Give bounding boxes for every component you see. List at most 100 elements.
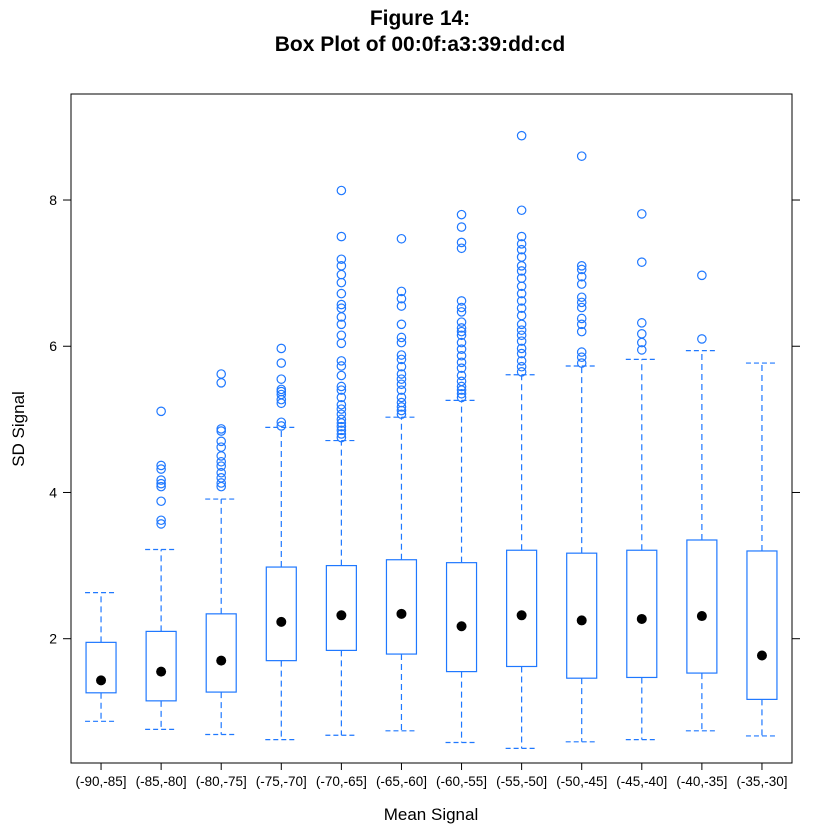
outlier-point bbox=[456, 317, 467, 327]
box-6 bbox=[445, 209, 478, 744]
outlier-point bbox=[516, 325, 527, 335]
outlier-point bbox=[576, 358, 587, 368]
outlier-point bbox=[396, 385, 407, 395]
median-dot bbox=[156, 666, 167, 677]
median-dot bbox=[276, 616, 287, 627]
outlier-point bbox=[216, 451, 227, 461]
iqr-box bbox=[746, 550, 778, 700]
iqr-box bbox=[205, 613, 237, 693]
outlier-point bbox=[456, 222, 467, 232]
outlier-point bbox=[396, 286, 407, 297]
outlier-point bbox=[516, 367, 527, 377]
outlier-point bbox=[396, 350, 407, 360]
outlier-point bbox=[276, 389, 287, 400]
outlier-point bbox=[516, 266, 527, 276]
outlier-point bbox=[456, 302, 467, 313]
outlier-point bbox=[516, 231, 527, 242]
outlier-point bbox=[456, 326, 467, 337]
outlier-point bbox=[156, 475, 166, 485]
outlier-point bbox=[276, 374, 287, 384]
outlier-point bbox=[456, 323, 467, 333]
outlier-point bbox=[456, 357, 467, 368]
outlier-point bbox=[216, 473, 227, 483]
outlier-point bbox=[396, 332, 407, 343]
outlier-point bbox=[516, 205, 527, 216]
outlier-point bbox=[216, 378, 227, 388]
outlier-point bbox=[697, 270, 707, 281]
outlier-point bbox=[516, 336, 527, 346]
outlier-point bbox=[516, 239, 527, 249]
outlier-point bbox=[576, 264, 587, 275]
outlier-point bbox=[336, 299, 347, 310]
outlier-point bbox=[336, 381, 347, 392]
outlier-point bbox=[336, 303, 347, 314]
outlier-point bbox=[396, 301, 407, 311]
outlier-point bbox=[276, 384, 287, 395]
outlier-point bbox=[156, 406, 166, 417]
outlier-point bbox=[276, 421, 287, 431]
box-7 bbox=[505, 130, 538, 749]
outlier-point bbox=[516, 356, 527, 366]
outlier-point bbox=[576, 292, 587, 303]
outlier-point bbox=[516, 296, 527, 306]
outlier-point bbox=[156, 464, 166, 474]
x-tick-label: (-90,-85] bbox=[76, 774, 127, 789]
box-3 bbox=[265, 343, 298, 741]
outlier-point bbox=[336, 425, 347, 436]
outlier-point bbox=[396, 392, 407, 403]
outlier-point bbox=[336, 392, 347, 403]
outlier-point bbox=[276, 343, 287, 354]
outlier-point bbox=[456, 330, 467, 341]
chart-subtitle: Box Plot of 00:0f:a3:39:dd:cd bbox=[274, 33, 566, 56]
y-tick-label: 6 bbox=[49, 338, 57, 354]
y-axis: 2 4 6 8 bbox=[49, 192, 800, 647]
outlier-point bbox=[456, 237, 467, 248]
outlier-point bbox=[456, 370, 467, 381]
outlier-point bbox=[156, 481, 166, 492]
outlier-point bbox=[396, 319, 407, 330]
iqr-box bbox=[265, 566, 297, 662]
outlier-point bbox=[636, 318, 647, 328]
outlier-point bbox=[336, 338, 347, 349]
outlier-point bbox=[276, 417, 287, 428]
median-dot bbox=[576, 615, 587, 626]
outlier-point bbox=[456, 350, 467, 361]
outlier-point bbox=[576, 302, 587, 313]
outlier-point bbox=[456, 337, 467, 348]
outlier-point bbox=[516, 130, 527, 141]
outlier-point bbox=[396, 233, 407, 244]
outlier-point bbox=[576, 151, 587, 161]
outlier-point bbox=[336, 404, 347, 414]
outlier-point bbox=[336, 277, 347, 288]
outlier-point bbox=[456, 209, 467, 220]
outlier-point bbox=[456, 381, 467, 392]
outlier-point bbox=[396, 397, 407, 408]
median-dot bbox=[396, 608, 407, 619]
outlier-point bbox=[396, 409, 407, 420]
outlier-point bbox=[336, 421, 347, 432]
outlier-point bbox=[156, 460, 166, 471]
outlier-point bbox=[456, 307, 467, 317]
x-tick-label: (-35,-30] bbox=[736, 774, 787, 789]
outlier-point bbox=[576, 352, 587, 363]
chart-title: Figure 14: bbox=[369, 7, 471, 30]
outlier-point bbox=[336, 319, 347, 330]
outlier-point bbox=[456, 376, 467, 387]
outlier-point bbox=[456, 363, 467, 373]
outlier-point bbox=[576, 326, 587, 337]
outlier-point bbox=[576, 261, 587, 271]
outlier-point bbox=[516, 310, 527, 321]
outlier-point bbox=[576, 271, 587, 282]
outlier-point bbox=[516, 244, 527, 255]
outlier-point bbox=[516, 361, 527, 372]
box-10 bbox=[685, 270, 718, 732]
x-axis-label: Mean Signal bbox=[384, 805, 479, 824]
outlier-point bbox=[636, 257, 647, 267]
outlier-point bbox=[516, 330, 527, 341]
iqr-box bbox=[145, 630, 177, 702]
median-dot bbox=[696, 611, 707, 622]
outlier-point bbox=[396, 402, 407, 412]
x-tick-label: (-50,-45] bbox=[556, 774, 607, 789]
outlier-point bbox=[156, 515, 166, 526]
